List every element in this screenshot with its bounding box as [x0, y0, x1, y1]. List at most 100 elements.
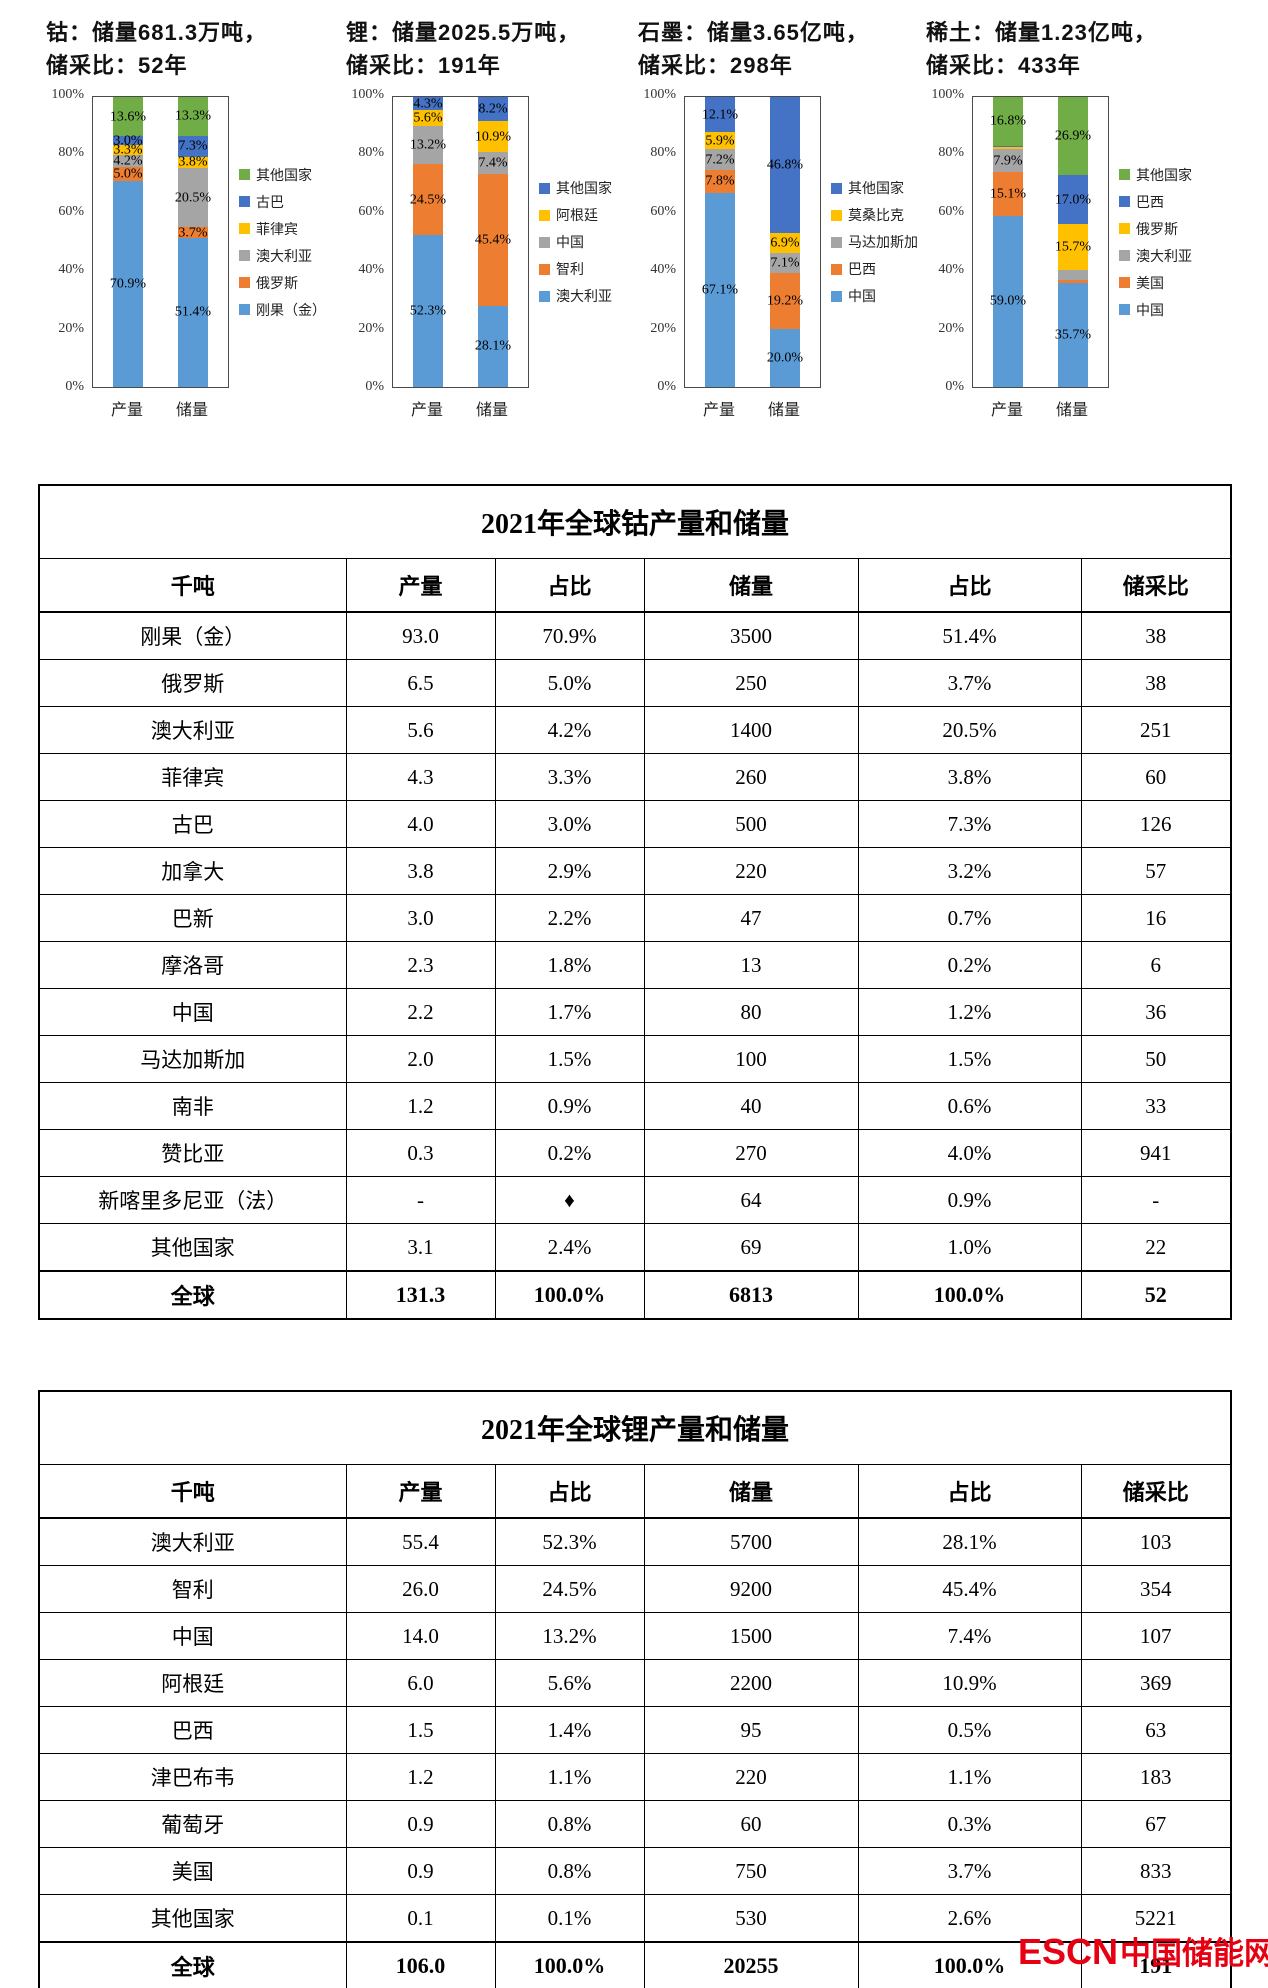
table-cell: 中国 [38, 988, 347, 1036]
legend-swatch-icon [1119, 223, 1130, 234]
chart-title-line-2: 储采比：52年 [46, 53, 188, 78]
legend-swatch-icon [539, 209, 550, 221]
table-total-cell: 6813 [643, 1270, 859, 1320]
bar-segment-马达加斯加: 7.1% [770, 252, 800, 274]
table-cell: 26.0 [345, 1565, 496, 1613]
chart-title-line-2: 储采比：298年 [638, 53, 793, 78]
table-cell: 64 [643, 1176, 859, 1224]
y-axis-tick-label: 60% [938, 203, 964, 219]
bar-segment-label: 24.5% [409, 192, 447, 208]
bar-segment-label: 3.7% [178, 225, 208, 241]
table-cell: 3500 [643, 611, 859, 660]
stacked-bar-产量: 52.3% 24.5% 13.2% 5.6% 4.3% [409, 96, 447, 387]
table-cell: 3.0 [345, 894, 496, 942]
bar-segment-中国: 35.7% [1055, 283, 1091, 387]
table-row: 摩洛哥 2.3 1.8% 13 0.2% 6 [38, 941, 1232, 989]
table-cell: 1.5% [857, 1035, 1082, 1083]
table-cell: 95 [643, 1706, 859, 1754]
table-cell: ♦ [494, 1176, 645, 1224]
legend-swatch-icon [831, 263, 842, 275]
table-cell: 0.1% [494, 1894, 645, 1943]
legend-label: 俄罗斯 [256, 276, 298, 292]
legend-swatch-icon [539, 290, 550, 302]
x-axis-label: 储量 [175, 402, 209, 419]
y-axis-tick-label: 0% [365, 379, 384, 394]
y-axis-tick-label: 40% [58, 262, 84, 278]
chart-group-1: 钴：储量681.3万吨， 储采比：52年 100% 80% 60% 40% 20% 0% 70.… [46, 16, 346, 420]
legend-item: 俄罗斯 [1119, 219, 1192, 239]
bar-segment-label: 4.2% [113, 153, 143, 169]
legend: 其他国家 古巴 菲律宾 澳大利亚 俄罗斯 刚果（金） [239, 96, 326, 388]
table-cell: 3.8 [345, 847, 496, 895]
y-axis-tick-label: 80% [938, 145, 964, 161]
bar-segment-label: 28.1% [474, 338, 512, 354]
legend-item: 其他国家 [831, 178, 918, 198]
bar-segment-刚果（金）: 70.9% [109, 181, 147, 387]
bar-segment-马达加斯加: 7.2% [705, 149, 735, 170]
table-cell: 3.7% [857, 1847, 1082, 1895]
table-row: 菲律宾 4.3 3.3% 260 3.8% 60 [38, 753, 1232, 801]
bar-segment-label: 45.4% [474, 232, 512, 248]
table-cell: 51.4% [857, 611, 1082, 660]
bar-segment-阿根廷: 5.6% [413, 109, 443, 127]
table-row: 刚果（金） 93.0 70.9% 3500 51.4% 38 [38, 611, 1232, 660]
legend-swatch-icon [1119, 277, 1130, 288]
y-axis-tick-label: 80% [650, 145, 676, 161]
table-header-row: 千吨 产量 占比 储量 占比 储采比 [38, 1464, 1232, 1519]
bar-segment-label: 20.0% [766, 350, 804, 366]
bar-segment-莫桑比克: 6.9% [770, 232, 800, 253]
plot-area: 59.0% 15.1% 7.9% 16.8% 35.7% 15.7% 17.0% 26.9% [972, 96, 1109, 388]
table-cell: 0.2% [857, 941, 1082, 989]
table-cell: 2.2 [345, 988, 496, 1036]
chart-title-line-2: 储采比：191年 [346, 53, 501, 78]
bar-segment-古巴: 7.3% [178, 135, 208, 157]
table-cell: 0.5% [857, 1706, 1082, 1754]
legend-item: 中国 [539, 232, 612, 252]
bar-segment-label: 70.9% [109, 276, 147, 292]
table-cell: 1.7% [494, 988, 645, 1036]
table-cell: 2.6% [857, 1894, 1082, 1943]
table-total-cell: 191 [1080, 1941, 1232, 1988]
y-axis-tick-label: 100% [931, 87, 964, 102]
table-cell: 1.1% [857, 1753, 1082, 1801]
bar-segment-label: 59.0% [989, 293, 1027, 309]
bar-segment-其他国家: 13.6% [110, 97, 146, 137]
table-cell: 5.0% [494, 659, 645, 707]
legend-item: 澳大利亚 [1119, 246, 1192, 266]
table-row: 中国 2.2 1.7% 80 1.2% 36 [38, 988, 1232, 1036]
table-cell: 0.8% [494, 1847, 645, 1895]
table-cell: 2.0 [345, 1035, 496, 1083]
table-cell: 1.5 [345, 1706, 496, 1754]
table-cell: 1.5% [494, 1035, 645, 1083]
legend-swatch-icon [1119, 250, 1130, 261]
table-cell: 阿根廷 [38, 1659, 347, 1707]
legend-swatch-icon [831, 236, 842, 248]
bar-segment-label: 13.2% [409, 137, 447, 153]
y-axis: 100% 80% 60% 40% 20% 0% [346, 87, 392, 394]
table-cell: 93.0 [345, 611, 496, 660]
table-row: 葡萄牙 0.9 0.8% 60 0.3% 67 [38, 1800, 1232, 1848]
y-axis-tick-label: 80% [358, 145, 384, 161]
table-cell: 3.0% [494, 800, 645, 848]
table-row: 澳大利亚 55.4 52.3% 5700 28.1% 103 [38, 1517, 1232, 1566]
table-cell: 巴新 [38, 894, 347, 942]
table-cell: 1500 [643, 1612, 859, 1660]
x-axis-label: 产量 [702, 402, 736, 419]
table-total-cell: 100.0% [857, 1270, 1082, 1320]
table-cell: 4.0 [345, 800, 496, 848]
y-axis-tick-label: 40% [938, 262, 964, 278]
chart-body: 100% 80% 60% 40% 20% 0% 67.1% 7.8% 7.2% 5.9% 12.1%… [638, 87, 926, 394]
bar-segment-刚果（金）: 51.4% [175, 237, 211, 387]
y-axis-tick-label: 20% [938, 320, 964, 336]
bar-segment-其他国家: 12.1% [702, 97, 738, 133]
table-cell: 其他国家 [38, 1223, 347, 1272]
table-cell: 750 [643, 1847, 859, 1895]
legend-item: 刚果（金） [239, 300, 326, 320]
column-header: 占比 [857, 1464, 1082, 1519]
legend-label: 中国 [1136, 303, 1164, 319]
chart-title-line-2: 储采比：433年 [926, 53, 1081, 78]
table-cell: 13.2% [494, 1612, 645, 1660]
table-total-row: 全球 131.3 100.0% 6813 100.0% 52 [38, 1270, 1232, 1320]
legend-swatch-icon [1119, 304, 1130, 315]
x-axis-label: 产量 [410, 402, 444, 419]
